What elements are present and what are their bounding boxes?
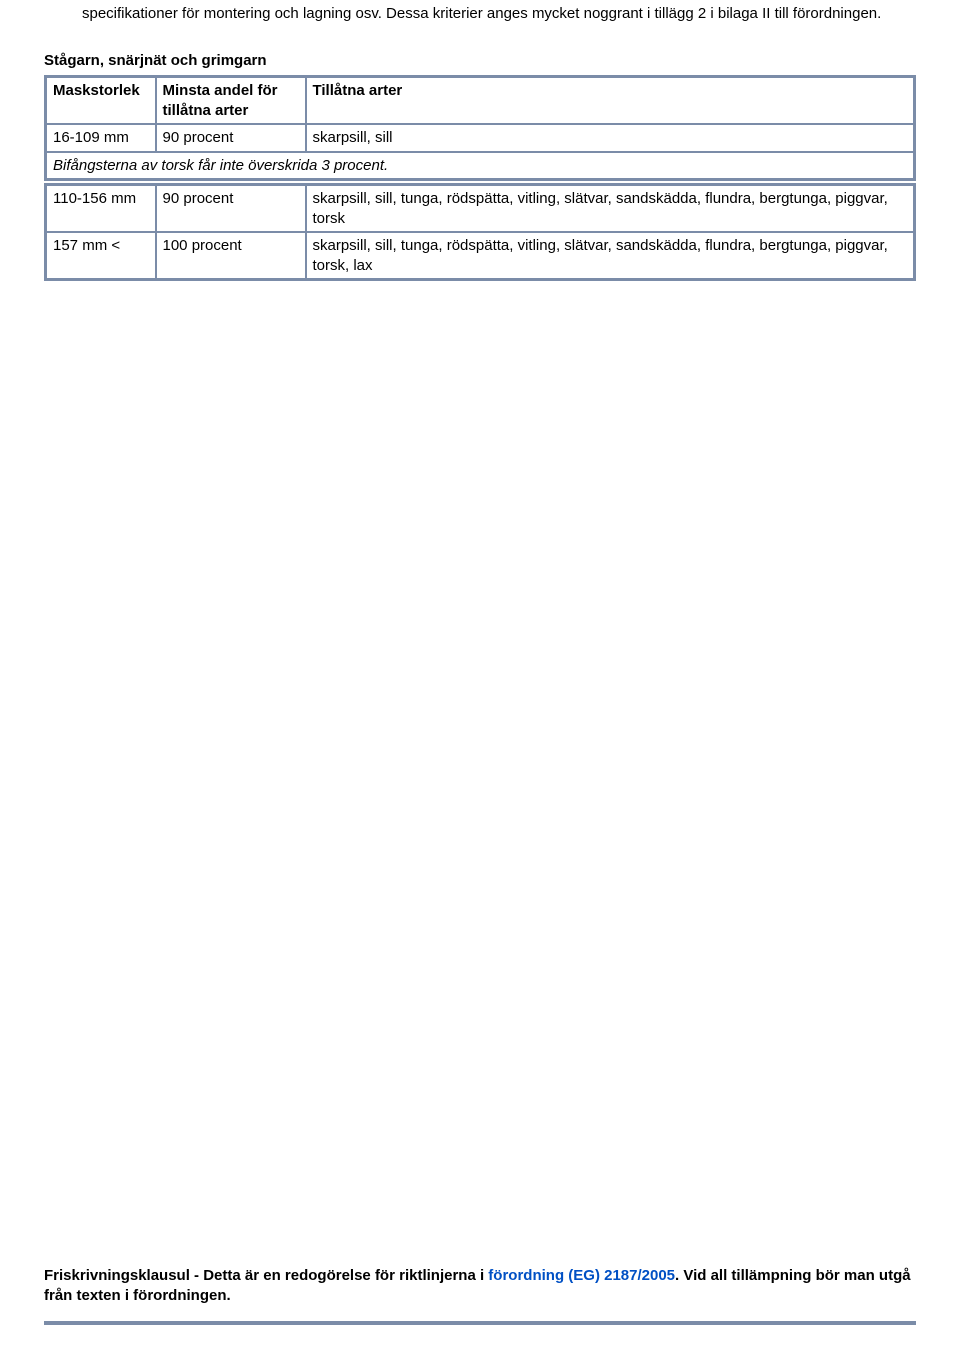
disclaimer-pre: Friskrivningsklausul - Detta är en redog… [44,1267,488,1284]
spec-table-1: Maskstorlek Minsta andel för tillåtna ar… [44,75,916,181]
table-row: 110-156 mm 90 procent skarpsill, sill, t… [46,185,915,233]
table-note-row: Bifångsterna av torsk får inte överskrid… [46,152,915,180]
cell-arter: skarpsill, sill, tunga, rödspätta, vitli… [306,185,915,233]
cell-maskstorlek: 110-156 mm [46,185,156,233]
regulation-link[interactable]: förordning (EG) 2187/2005 [488,1267,675,1284]
cell-arter: skarpsill, sill, tunga, rödspätta, vitli… [306,232,915,280]
cell-andel: 90 procent [156,185,306,233]
spec-table-2: 110-156 mm 90 procent skarpsill, sill, t… [44,183,916,281]
note-cell: Bifångsterna av torsk får inte överskrid… [46,152,915,180]
cell-maskstorlek: 16-109 mm [46,124,156,152]
table-row: 16-109 mm 90 procent skarpsill, sill [46,124,915,152]
table-header-row: Maskstorlek Minsta andel för tillåtna ar… [46,77,915,125]
cell-andel: 100 procent [156,232,306,280]
disclaimer-text: Friskrivningsklausul - Detta är en redog… [44,1266,916,1307]
header-cell-minsta-andel: Minsta andel för tillåtna arter [156,77,306,125]
cell-andel: 90 procent [156,124,306,152]
cell-arter: skarpsill, sill [306,124,915,152]
disclaimer-rule [44,1321,916,1325]
header-cell-tillatna-arter: Tillåtna arter [306,77,915,125]
cell-maskstorlek: 157 mm < [46,232,156,280]
intro-paragraph: specifikationer för montering och lagnin… [82,4,916,24]
header-cell-maskstorlek: Maskstorlek [46,77,156,125]
table-row: 157 mm < 100 procent skarpsill, sill, tu… [46,232,915,280]
section-title: Stågarn, snärjnät och grimgarn [44,52,916,69]
